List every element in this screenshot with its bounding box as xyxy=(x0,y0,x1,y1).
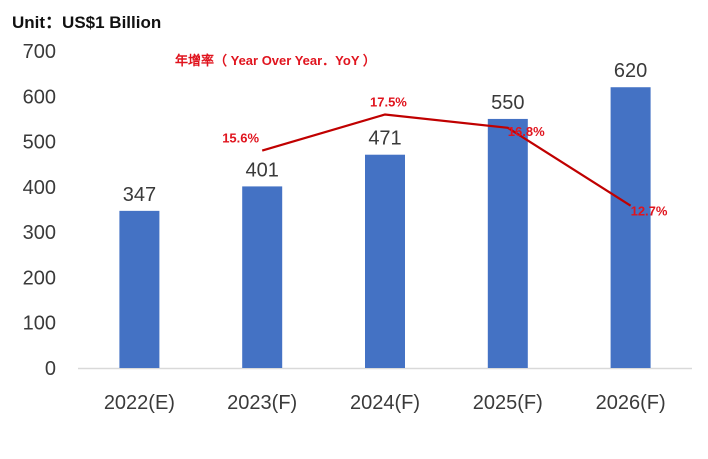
bar-value-label: 401 xyxy=(246,159,279,181)
x-tick-label: 2022(E) xyxy=(104,392,175,414)
yoy-value-label: 16.8% xyxy=(508,124,545,139)
y-tick-label: 200 xyxy=(23,267,56,289)
y-tick-label: 300 xyxy=(23,222,56,244)
yoy-value-label: 17.5% xyxy=(370,95,407,110)
yoy-line xyxy=(261,113,632,207)
yoy-line-group: 15.6% 17.5% 16.8% 12.7% xyxy=(222,95,668,219)
y-tick-label: 700 xyxy=(23,41,56,63)
axes-group: 0 100 200 300 400 500 600 700 2022(E) 2023(F) 2024… xyxy=(23,41,692,414)
unit-label: Unit：US$1 Billion xyxy=(12,13,162,32)
bar-value-label: 471 xyxy=(368,128,401,150)
yoy-value-label: 12.7% xyxy=(631,204,668,219)
x-tick-label: 2024(F) xyxy=(350,392,420,414)
y-tick-label: 100 xyxy=(23,313,56,335)
bar-value-label: 620 xyxy=(614,60,647,82)
bar xyxy=(487,118,528,368)
y-tick-label: 600 xyxy=(23,86,56,108)
bar xyxy=(365,154,405,368)
bar xyxy=(610,87,651,368)
y-tick-label: 500 xyxy=(23,132,56,154)
x-tick-label: 2023(F) xyxy=(227,392,297,414)
y-tick-label: 400 xyxy=(23,177,56,199)
bar-value-label: 347 xyxy=(123,184,156,206)
bar xyxy=(119,210,160,368)
bar-value-label: 550 xyxy=(491,92,524,114)
y-tick-label: 0 xyxy=(45,358,56,380)
x-tick-label: 2025(F) xyxy=(473,392,543,414)
bar xyxy=(242,186,283,368)
yoy-value-label: 15.6% xyxy=(222,131,259,146)
bars-group: 347 401 471 550 620 xyxy=(119,60,651,368)
x-tick-label: 2026(F) xyxy=(596,392,666,414)
yoy-line-title: 年增率（ Year Over Year．YoY ） xyxy=(175,53,376,68)
